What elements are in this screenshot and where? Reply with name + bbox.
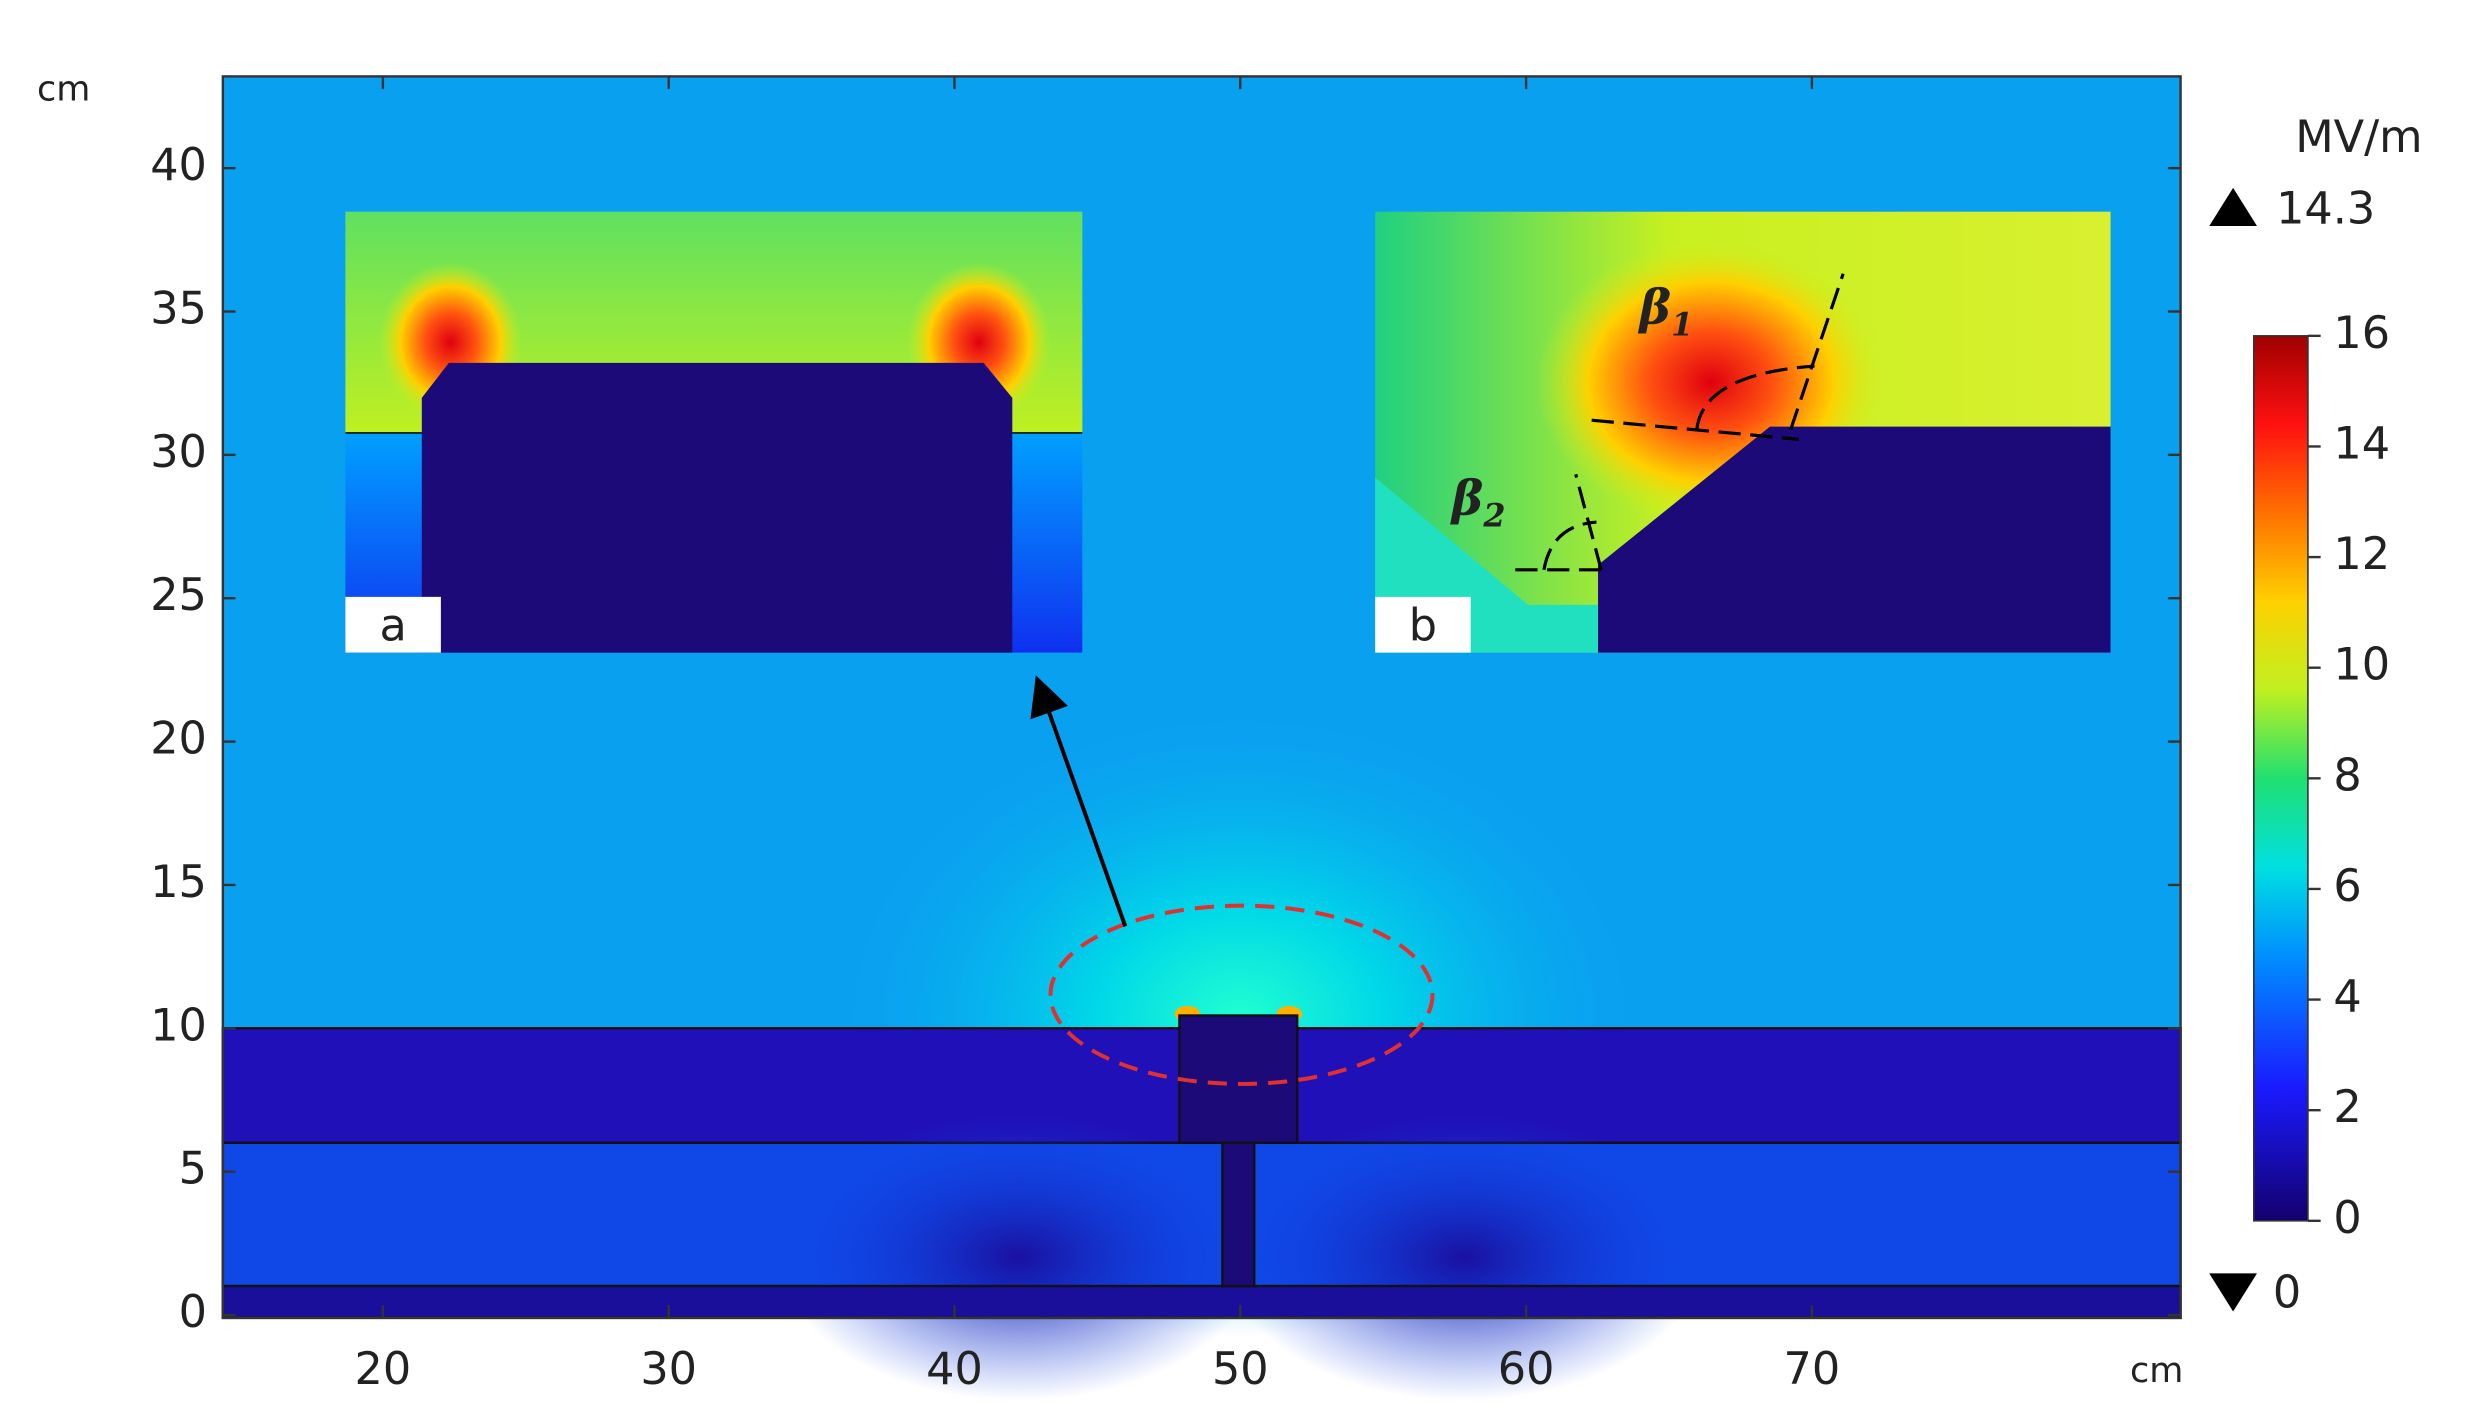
colorbar-tick-label: 0	[2333, 1192, 2361, 1244]
colorbar-min: 0	[2273, 1267, 2301, 1319]
x-axis-label: cm	[2130, 1351, 2183, 1391]
colorbar-tick-label: 8	[2333, 749, 2361, 801]
y-tick-label: 5	[179, 1143, 207, 1195]
colorbar-tick-label: 10	[2333, 639, 2390, 691]
x-tick-label: 20	[355, 1343, 412, 1395]
max-marker	[2209, 187, 2257, 227]
colorbar-tick-label: 4	[2333, 971, 2361, 1023]
colorbar-max: 14.3	[2276, 183, 2375, 235]
inset-a: a	[345, 211, 1083, 653]
colorbar-tick-label: 16	[2333, 307, 2390, 359]
angle-label: β1	[1637, 279, 1693, 343]
x-tick-label: 40	[926, 1343, 983, 1395]
colorbar	[2253, 335, 2309, 1222]
inset-label: b	[1409, 600, 1437, 652]
x-tick-label: 50	[1212, 1343, 1269, 1395]
arrow	[1030, 675, 1128, 928]
y-tick-label: 25	[150, 569, 207, 621]
y-tick-label: 10	[150, 999, 207, 1051]
highlight-ellipse	[1048, 903, 1435, 1086]
x-tick-label: 30	[640, 1343, 697, 1395]
inset-label: a	[379, 600, 406, 652]
y-tick-label: 15	[150, 856, 207, 908]
y-axis-label: cm	[37, 70, 90, 110]
y-tick-label: 40	[150, 139, 207, 191]
colorbar-tick-label: 2	[2333, 1081, 2361, 1133]
y-tick-label: 30	[150, 426, 207, 478]
colorbar-tick-label: 6	[2333, 860, 2361, 912]
y-tick-label: 35	[150, 283, 207, 335]
x-tick-label: 70	[1784, 1343, 1841, 1395]
x-tick-label: 60	[1498, 1343, 1555, 1395]
colorbar-tick-label: 14	[2333, 417, 2390, 469]
y-tick-label: 0	[179, 1286, 207, 1338]
colorbar-tick-label: 12	[2333, 528, 2390, 580]
angle-label: β2	[1450, 470, 1506, 534]
y-tick-label: 20	[150, 713, 207, 765]
min-marker	[2209, 1273, 2257, 1312]
colorbar-label: MV/m	[2295, 111, 2422, 163]
inset-b: b β1 β2	[1375, 211, 2111, 653]
